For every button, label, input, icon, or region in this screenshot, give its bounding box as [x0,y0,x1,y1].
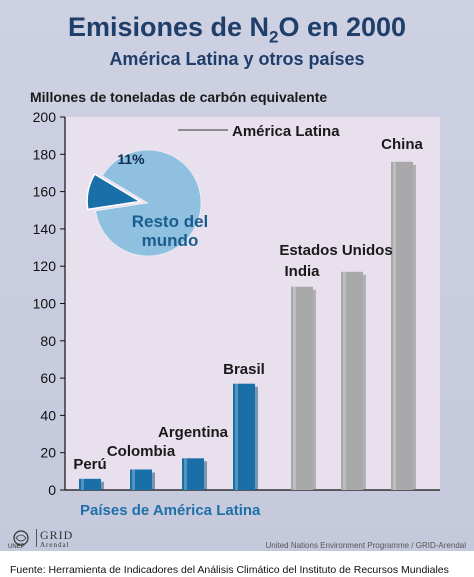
category-label: China [381,136,423,153]
bar-5 [291,286,313,490]
category-label: Estados Unidos [279,242,392,259]
bar-1 [79,478,101,490]
y-tick-label: 100 [33,296,57,312]
category-label: Argentina [158,424,229,441]
category-label: Perú [73,456,106,473]
grid-logo-sub: Arendal [40,541,70,549]
category-label: Colombia [107,443,176,460]
category-label: Brasil [223,361,265,378]
y-tick-label: 40 [40,407,56,423]
y-tick-label: 0 [48,482,56,498]
bar-highlight [81,478,84,490]
bar-7 [391,161,413,490]
source-text: Fuente: Herramienta de Indicadores del A… [10,564,449,576]
y-axis-unit-label: Millones de toneladas de carbón equivale… [30,89,328,105]
bar-3 [182,458,204,490]
pie-rest-label-2: mundo [142,231,199,250]
bar-highlight [293,286,296,490]
grid-logo: GRID [40,528,74,542]
bar-highlight [343,271,346,490]
unep-logo-icon [13,530,29,546]
chart-title: Emisiones de N2O en 2000 [67,12,407,47]
unep-label: UNEP [8,544,25,550]
credit-text: United Nations Environment Programme / G… [265,541,466,550]
bar-highlight [235,383,238,490]
y-tick-label: 60 [40,370,56,386]
y-tick-label: 80 [40,333,56,349]
y-tick-label: 200 [33,109,57,125]
y-tick-label: 120 [33,258,57,274]
latam-group-caption: Países de América Latina [80,502,261,519]
bar-highlight [393,161,396,490]
pie-slice-latam [86,173,143,211]
y-tick-label: 180 [33,146,57,162]
pie-slice-rest [95,149,202,257]
y-tick-label: 140 [33,221,57,237]
bar-2 [130,469,152,490]
bar-highlight [184,458,187,490]
pie-legend-label: América Latina [232,123,340,140]
bar-highlight [132,469,135,490]
bar-6 [341,271,363,490]
y-tick-label: 160 [33,184,57,200]
bar-4 [233,383,255,490]
grid-logo-divider [36,529,87,547]
chart-subtitle: América Latina y otros países [109,49,365,69]
pie-rest-label-1: Resto del [132,212,209,231]
y-tick-label: 20 [40,445,56,461]
category-label: India [284,263,320,280]
pie-slice-percent: 11% [117,151,145,167]
